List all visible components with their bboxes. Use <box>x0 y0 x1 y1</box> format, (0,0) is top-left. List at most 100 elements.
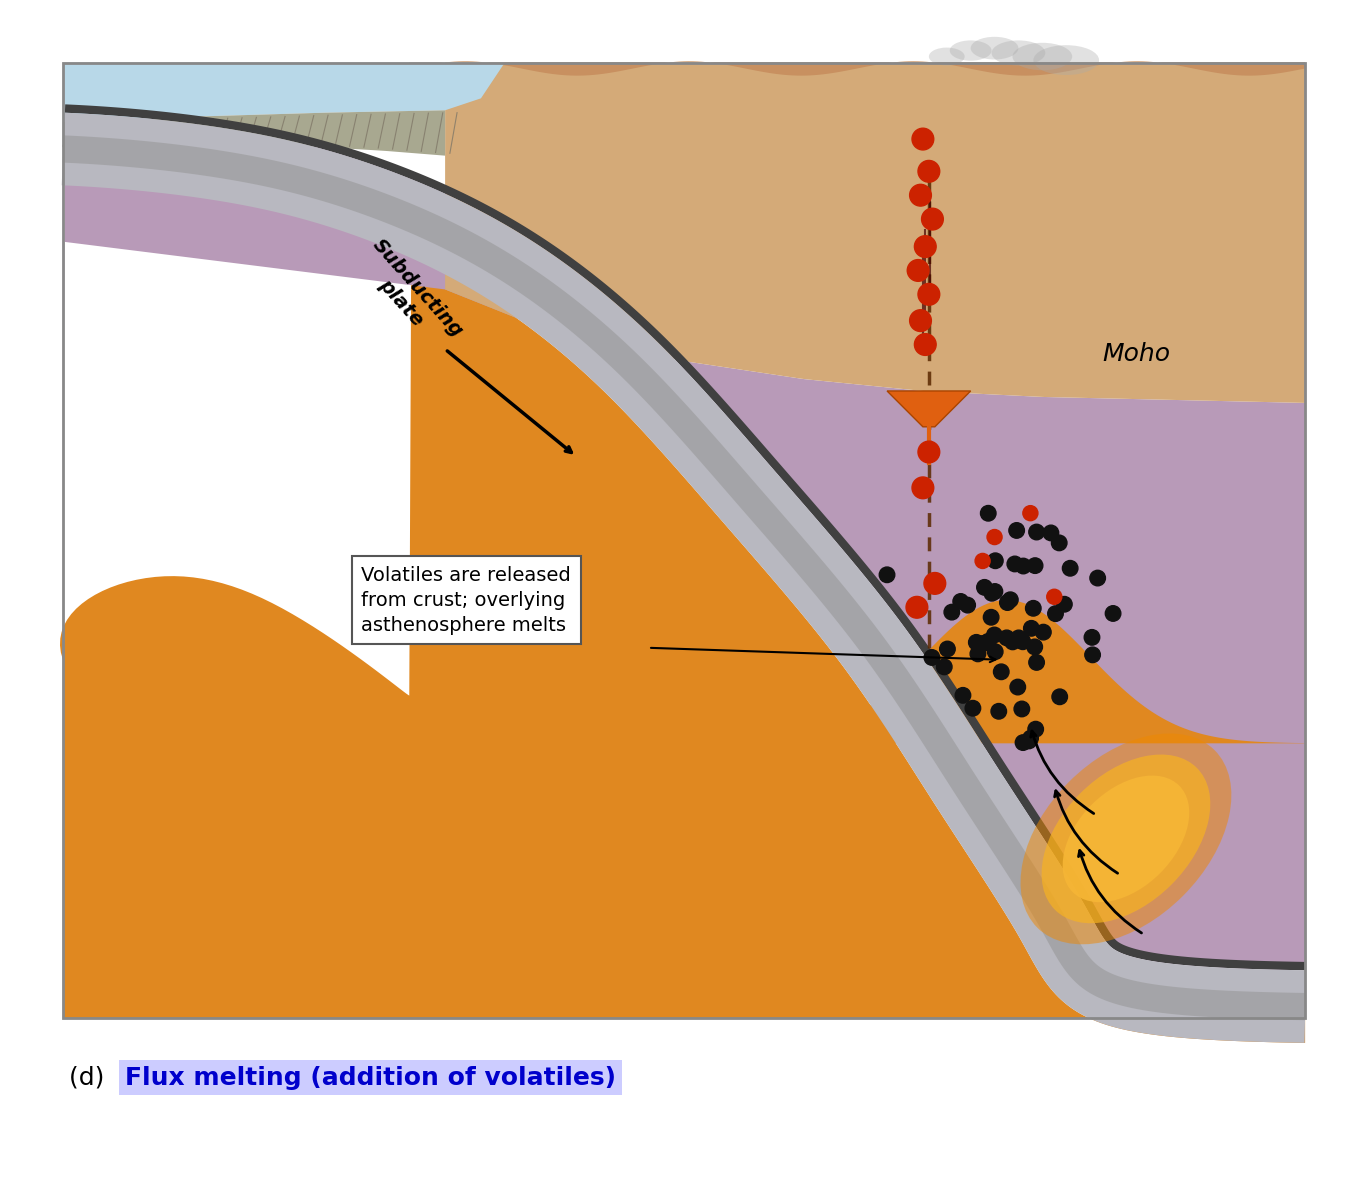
Circle shape <box>984 610 999 625</box>
Circle shape <box>1015 634 1030 649</box>
Circle shape <box>1023 731 1038 746</box>
Circle shape <box>988 644 1003 660</box>
Polygon shape <box>1051 600 1057 605</box>
Polygon shape <box>62 113 1306 1043</box>
Circle shape <box>1047 589 1062 605</box>
Polygon shape <box>990 540 999 545</box>
Ellipse shape <box>1012 43 1073 71</box>
Polygon shape <box>923 176 934 182</box>
Polygon shape <box>928 223 938 230</box>
Circle shape <box>907 259 929 281</box>
Polygon shape <box>409 61 1305 76</box>
Circle shape <box>986 628 1003 643</box>
Circle shape <box>1063 560 1078 576</box>
Circle shape <box>981 634 996 649</box>
Circle shape <box>1023 505 1038 521</box>
Circle shape <box>984 586 1000 601</box>
Polygon shape <box>918 144 929 150</box>
Polygon shape <box>63 110 445 156</box>
Text: Volatiles are released
from crust; overlying
asthenosphere melts: Volatiles are released from crust; overl… <box>361 565 572 635</box>
Circle shape <box>977 580 992 595</box>
Circle shape <box>940 641 955 656</box>
Text: Subducting
plate: Subducting plate <box>352 235 466 355</box>
Circle shape <box>1000 595 1015 611</box>
Circle shape <box>975 636 990 652</box>
Ellipse shape <box>1063 775 1189 902</box>
Circle shape <box>937 659 952 674</box>
Circle shape <box>910 310 932 331</box>
Circle shape <box>955 688 971 703</box>
Ellipse shape <box>929 48 964 66</box>
Circle shape <box>1036 624 1051 640</box>
Polygon shape <box>923 299 934 305</box>
Circle shape <box>1010 679 1026 695</box>
Circle shape <box>981 505 996 521</box>
Circle shape <box>1011 630 1026 646</box>
Circle shape <box>906 596 928 618</box>
Ellipse shape <box>1021 733 1231 944</box>
Circle shape <box>918 161 940 182</box>
Circle shape <box>1052 689 1067 704</box>
Polygon shape <box>979 564 986 569</box>
Circle shape <box>1056 596 1073 612</box>
Circle shape <box>1085 630 1100 646</box>
Ellipse shape <box>1041 755 1211 923</box>
Polygon shape <box>915 325 926 331</box>
Polygon shape <box>886 391 971 427</box>
Circle shape <box>1014 701 1030 716</box>
Polygon shape <box>918 492 929 499</box>
Circle shape <box>912 476 934 499</box>
Ellipse shape <box>992 41 1045 66</box>
Circle shape <box>918 442 940 463</box>
Circle shape <box>988 583 1003 599</box>
Polygon shape <box>63 62 505 122</box>
Circle shape <box>880 568 895 582</box>
Circle shape <box>966 701 981 716</box>
Text: Moho: Moho <box>1103 342 1170 366</box>
Circle shape <box>993 664 1010 679</box>
Polygon shape <box>64 104 1306 971</box>
Polygon shape <box>1026 516 1034 521</box>
Circle shape <box>975 553 990 569</box>
Circle shape <box>923 572 945 594</box>
Polygon shape <box>863 600 1305 743</box>
Circle shape <box>1105 606 1120 622</box>
Circle shape <box>1029 524 1044 540</box>
Polygon shape <box>912 275 923 281</box>
Polygon shape <box>60 258 1305 1043</box>
Circle shape <box>1003 592 1018 607</box>
Text: Flux melting (addition of volatiles): Flux melting (addition of volatiles) <box>124 1066 616 1090</box>
Circle shape <box>1023 620 1040 636</box>
Circle shape <box>1026 600 1041 616</box>
Circle shape <box>1015 734 1031 750</box>
Circle shape <box>1048 606 1063 622</box>
Circle shape <box>953 594 969 610</box>
Circle shape <box>1027 558 1042 574</box>
Circle shape <box>1008 523 1025 539</box>
Circle shape <box>914 235 936 258</box>
Circle shape <box>1027 640 1042 655</box>
Polygon shape <box>915 200 926 206</box>
Ellipse shape <box>1033 46 1099 76</box>
Circle shape <box>1027 721 1044 737</box>
Circle shape <box>1090 570 1105 586</box>
Polygon shape <box>445 62 1305 403</box>
Circle shape <box>944 605 959 620</box>
Circle shape <box>1029 655 1044 670</box>
Circle shape <box>1085 647 1100 662</box>
Polygon shape <box>63 136 1305 1020</box>
Circle shape <box>970 646 986 661</box>
Ellipse shape <box>971 37 1018 60</box>
Circle shape <box>912 128 934 150</box>
Circle shape <box>1044 526 1059 541</box>
Circle shape <box>914 334 936 355</box>
Circle shape <box>969 635 984 650</box>
Circle shape <box>988 529 1003 545</box>
Circle shape <box>910 185 932 206</box>
Circle shape <box>918 283 940 305</box>
Ellipse shape <box>949 41 992 61</box>
Circle shape <box>990 703 1007 719</box>
Polygon shape <box>63 113 464 660</box>
Circle shape <box>922 209 944 230</box>
Circle shape <box>1005 634 1021 649</box>
